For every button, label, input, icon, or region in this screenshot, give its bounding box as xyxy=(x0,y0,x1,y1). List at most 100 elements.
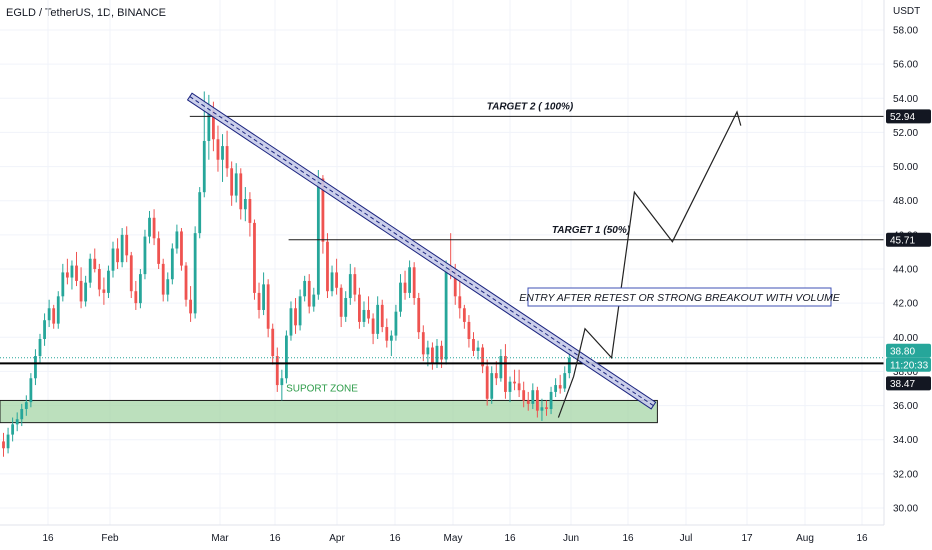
candle xyxy=(535,386,539,418)
candle-body xyxy=(257,292,261,310)
candle-body xyxy=(435,345,439,363)
candle xyxy=(558,374,562,394)
candle xyxy=(230,161,234,206)
candle xyxy=(20,403,24,427)
candle xyxy=(371,313,375,345)
time-tick-label: 16 xyxy=(504,533,516,544)
price-tick-label: 36.00 xyxy=(893,401,918,412)
downtrend-channel-midline xyxy=(189,96,654,406)
candle-body xyxy=(65,272,69,278)
price-tick-label: 30.00 xyxy=(893,504,918,515)
price-tick-label: 52.00 xyxy=(893,128,918,139)
candle-body xyxy=(358,294,361,322)
time-tick-label: Jul xyxy=(680,533,693,544)
time-tick-label: Jun xyxy=(563,533,579,544)
candle-body xyxy=(161,263,165,295)
candle-body xyxy=(399,282,402,312)
candle xyxy=(294,298,297,334)
candle-body xyxy=(2,441,5,449)
candle xyxy=(111,241,115,278)
candle-body xyxy=(426,347,430,355)
candle xyxy=(116,238,119,269)
price-tick-label: 38.00 xyxy=(893,367,918,378)
candle xyxy=(312,287,316,312)
time-tick-label: May xyxy=(444,533,463,544)
candle xyxy=(97,263,101,297)
candle-body xyxy=(120,234,124,263)
time-tick-label: 16 xyxy=(269,533,281,544)
candle xyxy=(193,226,197,319)
support-zone-label: SUPORT ZONE xyxy=(286,383,358,394)
price-axis[interactable]: USDT 30.00 32.00 34.00 36.00 38.00 40.00 42.00 4… xyxy=(883,0,920,525)
candle-body xyxy=(138,274,142,304)
candle xyxy=(161,258,165,302)
candle-body xyxy=(499,356,503,379)
candle-body xyxy=(43,320,46,339)
candle xyxy=(134,280,138,310)
candle xyxy=(467,315,471,348)
candle xyxy=(412,262,416,305)
candle-body xyxy=(389,335,393,341)
candle-body xyxy=(490,373,494,399)
candle-body xyxy=(111,248,115,271)
candle-body xyxy=(248,199,252,223)
candle xyxy=(567,350,571,379)
candle xyxy=(234,163,238,203)
candle xyxy=(6,427,10,454)
candle xyxy=(522,381,526,408)
candle-body xyxy=(207,110,211,141)
candle xyxy=(275,347,279,392)
time-axis[interactable]: 16 Feb Mar 16 Apr 16 May 16 Jun 16 Jul 17 Aug 16 xyxy=(0,524,884,544)
candle xyxy=(303,275,307,302)
price-tick-label: 54.00 xyxy=(893,94,918,105)
candle-body xyxy=(275,356,279,386)
candle-body xyxy=(280,378,284,386)
price-tick-label: 48.00 xyxy=(893,196,918,207)
candle-body xyxy=(79,280,83,302)
candle xyxy=(175,224,179,254)
candle xyxy=(70,260,74,290)
candle-body xyxy=(558,385,562,389)
price-label-text: 38.80 xyxy=(890,346,915,357)
candle-body xyxy=(330,272,334,292)
candle xyxy=(34,349,37,386)
price-label-text: 11:20:33 xyxy=(890,360,929,371)
price-tick-label: 32.00 xyxy=(893,469,918,480)
candle xyxy=(545,400,548,416)
candle-body xyxy=(526,400,530,404)
candle-body xyxy=(243,199,247,210)
candle-body xyxy=(307,280,311,307)
candle xyxy=(504,344,507,399)
entry-note: ENTRY AFTER RETEST OR STRONG BREAKOUT WI… xyxy=(519,287,841,307)
entry-note-box xyxy=(527,287,832,307)
candle-body xyxy=(408,267,412,293)
candle-body xyxy=(353,274,357,295)
candle xyxy=(243,187,247,222)
price-label: 38.80 xyxy=(886,343,931,358)
candle-body xyxy=(326,241,329,292)
candle xyxy=(348,263,352,305)
candle xyxy=(257,282,261,319)
time-tick-label: Feb xyxy=(101,533,119,544)
candle-body xyxy=(193,233,197,314)
candle-body xyxy=(431,347,434,363)
price-label-bg xyxy=(886,232,931,247)
candle xyxy=(358,287,361,329)
candle xyxy=(52,304,56,329)
time-tick-label: Apr xyxy=(329,533,345,544)
candle xyxy=(125,226,129,263)
candle xyxy=(266,279,270,338)
candle-body xyxy=(211,110,215,140)
candle xyxy=(148,210,151,244)
candle-body xyxy=(362,309,366,322)
candle-body xyxy=(554,385,558,392)
candle-body xyxy=(75,265,78,281)
candle xyxy=(47,299,51,328)
candle xyxy=(517,369,521,398)
candle-body xyxy=(417,298,421,333)
candle-body xyxy=(481,347,485,367)
candle xyxy=(289,301,293,341)
candle xyxy=(225,130,229,177)
time-tick-label: 16 xyxy=(42,533,54,544)
